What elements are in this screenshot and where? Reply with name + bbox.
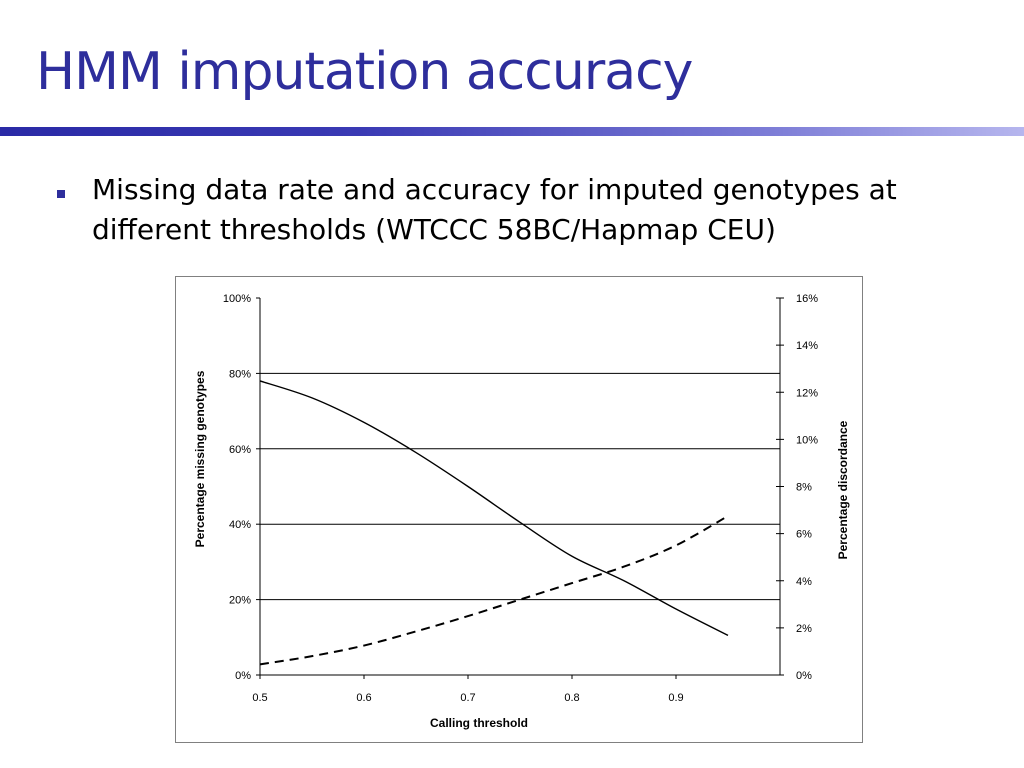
x-tick-label: 0.7 [460, 692, 475, 704]
y-left-tick-label: 20% [229, 595, 251, 607]
y-right-tick-label: 6% [796, 529, 812, 541]
chart: 0% 20% 40% 60% 80% 100% 0% 2% 4% 6% 8% 10% 12% 14% 16%… [193, 293, 850, 730]
x-axis-title: Calling threshold [430, 716, 528, 730]
chart-frame: 0% 20% 40% 60% 80% 100% 0% 2% 4% 6% 8% 10% 12% 14% 16%… [175, 276, 863, 743]
series [259, 380, 729, 666]
axes [256, 297, 784, 679]
series-line-discordance [259, 515, 729, 666]
x-tick-label: 0.5 [252, 692, 267, 704]
gridlines [260, 372, 780, 601]
x-tick-label: 0.6 [356, 692, 371, 704]
y-left-tick-label: 0% [235, 670, 251, 682]
y-right-tick-label: 16% [796, 293, 818, 305]
y-left-tick-label: 100% [223, 293, 251, 305]
slide-title: HMM imputation accuracy [36, 42, 693, 102]
y-right-tick-label: 10% [796, 434, 818, 446]
y-right-tick-label: 14% [796, 340, 818, 352]
y-right-tick-label: 2% [796, 623, 812, 635]
bullet-marker-icon [57, 190, 65, 198]
bullet-text: Missing data rate and accuracy for imput… [92, 173, 897, 246]
x-tick-label: 0.8 [564, 692, 579, 704]
y-right-axis-title: Percentage discordance [836, 420, 850, 559]
title-divider [0, 127, 1024, 136]
y-right-tick-label: 12% [796, 387, 818, 399]
y-left-axis-title: Percentage missing genotypes [193, 370, 207, 547]
y-left-tick-label: 40% [229, 519, 251, 531]
y-right-tick-label: 8% [796, 482, 812, 494]
x-tick-label: 0.9 [668, 692, 683, 704]
y-left-tick-label: 80% [229, 368, 251, 380]
y-left-tick-label: 60% [229, 444, 251, 456]
y-right-tick-label: 0% [796, 670, 812, 682]
axis-labels: 0% 20% 40% 60% 80% 100% 0% 2% 4% 6% 8% 10% 12% 14% 16%… [193, 293, 850, 730]
series-line-missing [259, 380, 729, 637]
y-right-tick-label: 4% [796, 576, 812, 588]
